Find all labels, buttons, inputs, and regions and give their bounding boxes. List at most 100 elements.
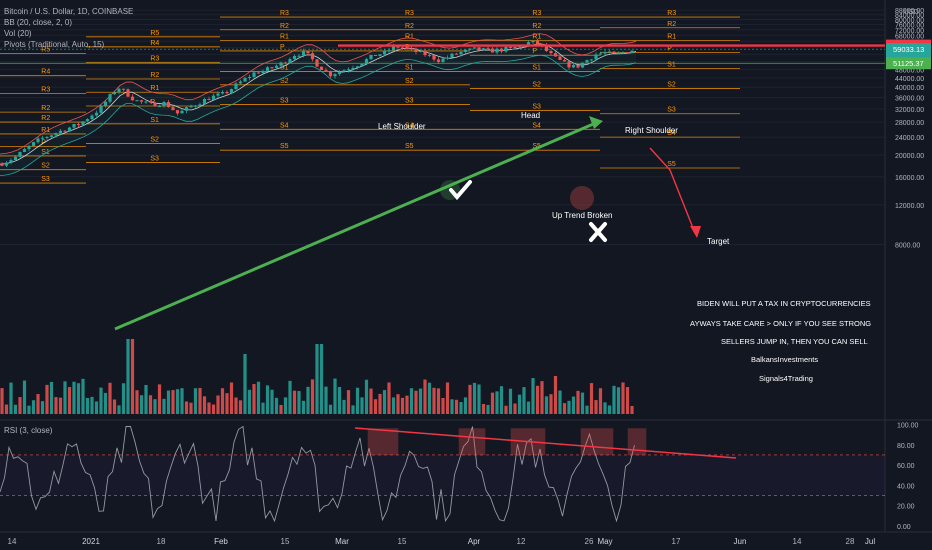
volume-bar [54, 397, 58, 414]
candle-body [198, 104, 202, 106]
candle-body [202, 98, 207, 105]
volume-bar [625, 387, 630, 414]
pivot-label: S5 [280, 143, 289, 150]
volume-bar [423, 379, 427, 414]
volume-bar [621, 382, 625, 414]
candle-body [409, 48, 414, 50]
price-tick-label: 32000.00 [895, 107, 924, 114]
volume-bar [202, 396, 207, 414]
price-marker [886, 43, 931, 56]
volume-bar [193, 388, 198, 414]
price-axis [885, 0, 932, 550]
candle-body [153, 102, 157, 107]
volume-bar [486, 404, 490, 414]
volume-bar [418, 388, 423, 414]
indicator-bb[interactable]: BB (20, close, 2, 0) [4, 18, 73, 27]
candle-body [184, 107, 189, 111]
candle-body [558, 56, 562, 60]
volume-bar [103, 392, 108, 414]
volume-bar [85, 398, 90, 414]
candle-body [567, 61, 571, 68]
volume-bar [81, 378, 85, 414]
pivot-label: S5 [667, 161, 676, 168]
candle-body [157, 106, 162, 108]
candle-body [486, 48, 490, 50]
price-tick-label: 12000.00 [895, 203, 924, 210]
volume-bar [216, 395, 220, 414]
candle-body [130, 96, 135, 101]
price-tick-label: 88000.00 [895, 8, 924, 15]
candle-body [508, 46, 513, 48]
price-tick-label: 16000.00 [895, 175, 924, 182]
volume-bar [540, 381, 544, 414]
uptrend-line [114, 120, 599, 331]
candle-body [112, 92, 117, 95]
volume-bar [130, 339, 135, 414]
volume-bar [36, 394, 40, 414]
volume-bar [220, 388, 225, 414]
volume-bar [382, 390, 387, 414]
candle-body [49, 135, 54, 137]
time-tick-label: 15 [398, 537, 407, 546]
volume-bar [441, 397, 445, 414]
time-tick-label: Jul [865, 537, 875, 546]
volume-bar [436, 388, 441, 414]
candle-body [45, 136, 49, 138]
candle-body [346, 69, 351, 71]
volume-bar [306, 386, 310, 414]
volume-bar [562, 403, 567, 414]
time-tick-label: Jun [734, 537, 747, 546]
time-tick-label: 28 [846, 537, 855, 546]
rsi-label[interactable]: RSI (3, close) [4, 426, 53, 435]
candle-body [234, 83, 238, 90]
volume-bar [31, 400, 36, 414]
candle-body [76, 124, 81, 126]
pivot-label: R1 [150, 85, 159, 92]
candle-body [297, 55, 301, 57]
candle-body [553, 53, 558, 57]
price-marker-label: 51125.37 [893, 59, 924, 68]
time-tick-label: Apr [468, 537, 481, 546]
candle-body [535, 40, 540, 45]
volume-bar [351, 405, 355, 414]
volume-bar [153, 399, 157, 414]
candle-body [211, 95, 216, 100]
volume-bar [598, 388, 603, 414]
volume-bar [576, 390, 580, 414]
volume-bar [198, 387, 202, 414]
volume-bar [58, 397, 63, 414]
volume-bar [319, 344, 324, 414]
volume-bar [175, 389, 180, 414]
pivot-label: R3 [280, 10, 289, 17]
volume-bar [67, 387, 72, 414]
price-marker [886, 57, 931, 70]
volume-bar [337, 386, 342, 414]
pivot-label: R2 [41, 105, 50, 112]
candle-body [526, 42, 531, 47]
volume-bar [585, 405, 589, 414]
volume-bar [468, 384, 472, 414]
candle-body [175, 110, 180, 114]
volume-bar [459, 402, 463, 414]
volume-bar [144, 384, 148, 414]
indicator-pivots[interactable]: Pivots (Traditional, Auto, 15) [4, 40, 105, 49]
candle-body [382, 50, 387, 55]
candle-body [612, 51, 616, 54]
pivot-label: R2 [405, 23, 414, 30]
volume-bar [445, 382, 450, 414]
indicator-volume[interactable]: Vol (20) [4, 29, 32, 38]
volume-bar [364, 379, 369, 414]
candle-body [148, 101, 153, 103]
rsi-divergence-line [354, 427, 737, 459]
price-tick-label: 48000.00 [895, 67, 924, 74]
volume-bar [297, 391, 301, 414]
cross-icon [589, 222, 607, 242]
trend-broken-label: Up Trend Broken [552, 211, 612, 220]
volume-bar [247, 389, 252, 414]
pivot-label: R1 [532, 34, 541, 41]
volume-bar [553, 376, 558, 414]
volume-bar [90, 396, 94, 414]
candle-body [418, 50, 423, 53]
pivot-label: R4 [150, 40, 159, 47]
